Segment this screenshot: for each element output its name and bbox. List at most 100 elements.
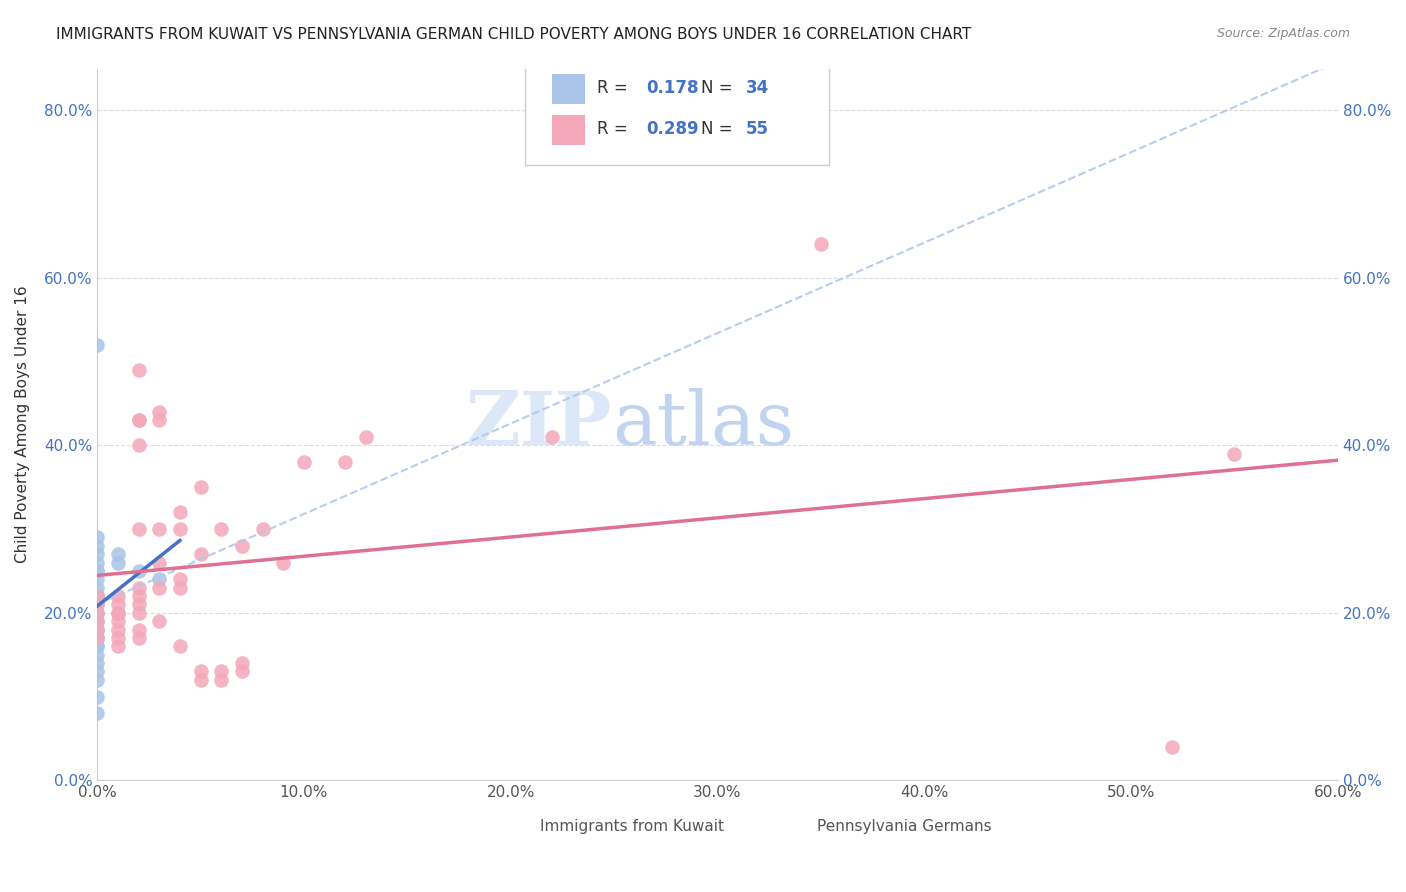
Point — [86, 564, 108, 578]
Point — [86, 530, 108, 544]
Point — [86, 631, 108, 645]
Point — [86, 589, 108, 603]
Point — [128, 522, 150, 536]
Text: 0.178: 0.178 — [647, 79, 699, 97]
Point — [148, 614, 170, 628]
Point — [128, 631, 150, 645]
Point — [1223, 447, 1246, 461]
Text: 0.289: 0.289 — [647, 120, 699, 138]
Point — [128, 438, 150, 452]
Point — [231, 665, 253, 679]
Point — [86, 665, 108, 679]
Point — [169, 581, 191, 595]
Point — [86, 640, 108, 654]
Y-axis label: Child Poverty Among Boys Under 16: Child Poverty Among Boys Under 16 — [15, 285, 30, 563]
Point — [86, 656, 108, 670]
Point — [86, 623, 108, 637]
Point — [86, 673, 108, 687]
Point — [86, 556, 108, 570]
Point — [86, 631, 108, 645]
Point — [1161, 739, 1184, 754]
Point — [107, 547, 129, 561]
Point — [128, 564, 150, 578]
Point — [86, 338, 108, 352]
Point — [86, 572, 108, 586]
Point — [107, 556, 129, 570]
Point — [86, 598, 108, 612]
Point — [86, 623, 108, 637]
Point — [209, 673, 232, 687]
Point — [169, 640, 191, 654]
Point — [86, 614, 108, 628]
Point — [148, 581, 170, 595]
Point — [86, 564, 108, 578]
Text: 55: 55 — [747, 120, 769, 138]
Point — [86, 581, 108, 595]
Point — [190, 480, 212, 494]
Point — [541, 430, 564, 444]
Point — [148, 572, 170, 586]
Point — [169, 522, 191, 536]
Point — [86, 706, 108, 721]
Point — [190, 673, 212, 687]
Point — [86, 589, 108, 603]
FancyBboxPatch shape — [553, 74, 585, 104]
Point — [209, 665, 232, 679]
Point — [86, 589, 108, 603]
FancyBboxPatch shape — [526, 54, 830, 165]
Point — [128, 363, 150, 377]
Point — [128, 606, 150, 620]
Point — [86, 589, 108, 603]
Text: ZIP: ZIP — [465, 388, 612, 461]
Point — [128, 413, 150, 427]
Point — [86, 598, 108, 612]
Point — [86, 631, 108, 645]
Text: Immigrants from Kuwait: Immigrants from Kuwait — [540, 819, 724, 834]
Point — [169, 572, 191, 586]
Text: 34: 34 — [747, 79, 769, 97]
Point — [335, 455, 357, 469]
Point — [86, 623, 108, 637]
Point — [148, 405, 170, 419]
Point — [169, 505, 191, 519]
Point — [107, 631, 129, 645]
Text: R =: R = — [598, 120, 633, 138]
Point — [231, 539, 253, 553]
Point — [86, 606, 108, 620]
Point — [107, 606, 129, 620]
Point — [86, 640, 108, 654]
Point — [86, 606, 108, 620]
Point — [107, 623, 129, 637]
Point — [107, 589, 129, 603]
Point — [148, 522, 170, 536]
Point — [354, 430, 377, 444]
Point — [128, 581, 150, 595]
Text: Pennsylvania Germans: Pennsylvania Germans — [817, 819, 991, 834]
Point — [86, 614, 108, 628]
Point — [231, 656, 253, 670]
Point — [271, 556, 294, 570]
Point — [128, 589, 150, 603]
Text: IMMIGRANTS FROM KUWAIT VS PENNSYLVANIA GERMAN CHILD POVERTY AMONG BOYS UNDER 16 : IMMIGRANTS FROM KUWAIT VS PENNSYLVANIA G… — [56, 27, 972, 42]
Text: N =: N = — [702, 120, 738, 138]
Point — [252, 522, 274, 536]
Point — [148, 413, 170, 427]
Point — [107, 640, 129, 654]
Text: atlas: atlas — [612, 388, 794, 461]
Point — [128, 623, 150, 637]
Point — [86, 690, 108, 704]
Point — [86, 614, 108, 628]
Text: R =: R = — [598, 79, 633, 97]
FancyBboxPatch shape — [553, 115, 585, 145]
Point — [86, 547, 108, 561]
FancyBboxPatch shape — [501, 815, 530, 838]
Point — [209, 522, 232, 536]
Point — [148, 556, 170, 570]
FancyBboxPatch shape — [778, 815, 807, 838]
Point — [190, 665, 212, 679]
Text: Source: ZipAtlas.com: Source: ZipAtlas.com — [1216, 27, 1350, 40]
Point — [86, 648, 108, 662]
Text: N =: N = — [702, 79, 738, 97]
Point — [107, 614, 129, 628]
Point — [128, 413, 150, 427]
